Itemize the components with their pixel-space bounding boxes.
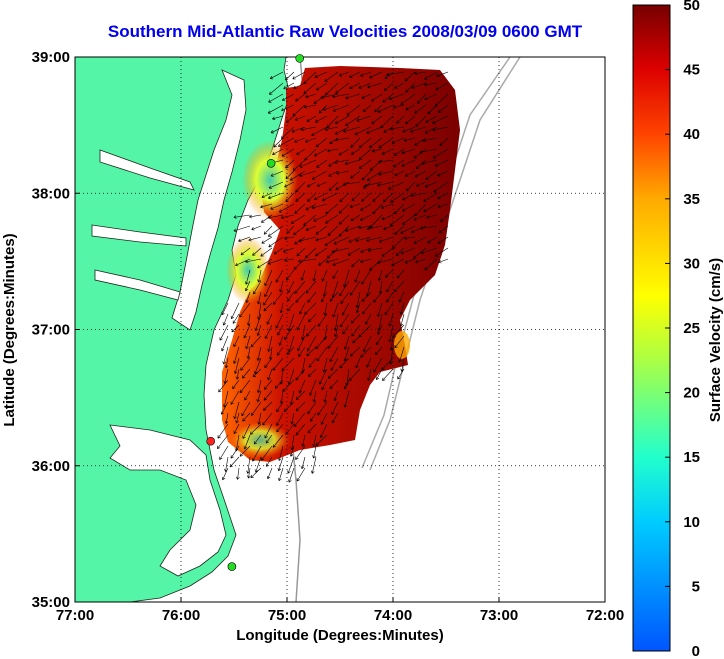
y-tick-label: 36:00 (32, 458, 70, 475)
x-tick-label: 72:00 (586, 607, 624, 624)
velocity-vectors (217, 71, 449, 483)
y-tick-label: 39:00 (32, 49, 70, 66)
low-speed-zone (242, 140, 298, 220)
colorbar-tick-label: 35 (683, 191, 700, 208)
colorbar (632, 4, 671, 652)
x-tick-label: 73:00 (480, 607, 518, 624)
x-tick-label: 77:00 (56, 607, 94, 624)
colorbar-tick-label: 10 (683, 514, 700, 531)
colorbar-tick-label: 15 (683, 449, 700, 466)
x-axis-ticks: 77:00 76:00 75:00 74:00 73:00 72:00 (56, 597, 624, 624)
colorbar-tick-label: 40 (683, 126, 700, 143)
station-marker (227, 562, 237, 571)
river (91, 224, 187, 247)
vector-arrows (217, 71, 449, 483)
river (94, 269, 181, 301)
y-tick-label: 37:00 (32, 322, 70, 339)
colorbar-tick-label: 0 (692, 643, 700, 659)
colorbar-tick-label: 25 (683, 320, 700, 337)
colorbar-ticks: 0 5 10 15 20 25 30 35 40 45 50 (665, 0, 700, 659)
colorbar-tick-label: 20 (683, 385, 700, 402)
bay (171, 69, 247, 331)
station-marker (295, 54, 305, 63)
radar-stations (206, 54, 305, 571)
x-tick-label: 75:00 (268, 607, 306, 624)
river (99, 149, 195, 191)
station-marker (206, 436, 215, 446)
station-marker (266, 158, 276, 168)
colorbar-label: Surface Velocity (cm/s) (707, 258, 724, 422)
x-tick-label: 74:00 (374, 607, 412, 624)
high-speed-spot (394, 331, 410, 359)
map-title: Southern Mid-Atlantic Raw Velocities 200… (107, 22, 583, 41)
x-tick-label: 76:00 (162, 607, 200, 624)
colorbar-tick-label: 5 (692, 578, 700, 595)
y-tick-label: 35:00 (32, 594, 70, 611)
y-axis-label: Latitude (Degrees:Minutes) (1, 233, 18, 426)
colorbar-tick-label: 30 (683, 255, 700, 272)
colorbar-tick-label: 45 (683, 62, 700, 79)
x-axis-label: Longitude (Degrees:Minutes) (236, 627, 444, 644)
sound (109, 424, 227, 577)
colorbar-tick-label: 50 (683, 0, 700, 14)
low-speed-zone (226, 236, 270, 304)
y-tick-label: 38:00 (32, 185, 70, 202)
y-axis-ticks: 35:00 36:00 37:00 38:00 39:00 (32, 49, 80, 611)
